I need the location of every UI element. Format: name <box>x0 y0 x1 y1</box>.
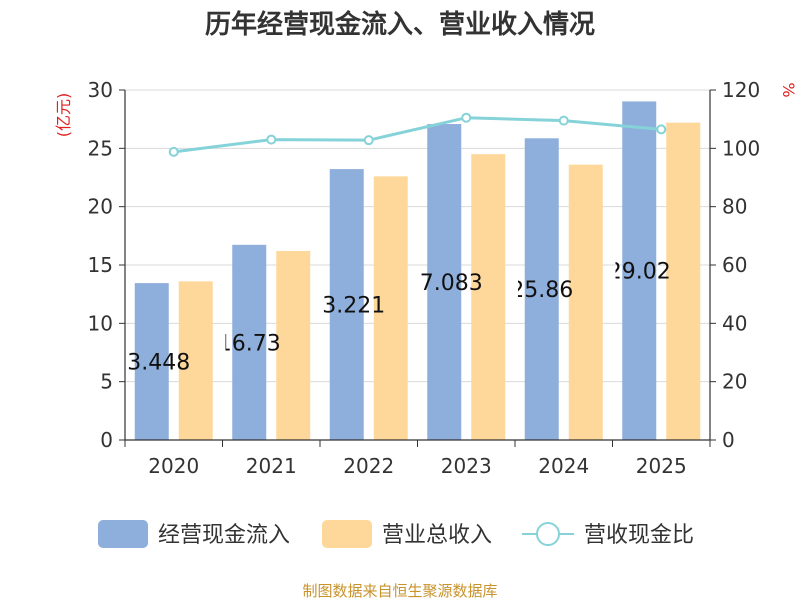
right-axis-tick-label: 120 <box>722 78 760 102</box>
bar-data-label: 16.73 <box>218 331 281 356</box>
legend-label-revenue: 营业总收入 <box>382 523 492 548</box>
source-note: 制图数据来自恒生聚源数据库 <box>302 582 497 600</box>
legend: 经营现金流入 营业总收入 营收现金比 <box>98 520 694 548</box>
right-axis-tick-label: 20 <box>722 370 747 394</box>
bar-revenue <box>276 251 311 440</box>
ratio-point <box>168 146 179 157</box>
ratio-point <box>461 112 472 123</box>
bar-data-label: 25.86 <box>510 278 573 303</box>
ratio-point <box>266 134 277 145</box>
bar-revenue <box>373 176 408 441</box>
ratio-line <box>173 116 662 154</box>
left-axis-tick-label: 5 <box>100 370 113 394</box>
x-axis-tick-label: 2021 <box>246 454 297 478</box>
left-axis-unit: (亿元) <box>54 93 73 138</box>
left-axis-tick-label: 20 <box>88 195 113 219</box>
left-axis-tick-label: 25 <box>88 136 113 160</box>
bar-labels-group: 13.448 16.73 23.221 27.083 25.86 29.02 <box>113 260 671 376</box>
legend-swatch-ratio-marker <box>536 522 560 546</box>
chart-title: 历年经营现金流入、营业收入情况 <box>205 9 595 40</box>
bar-cashflow <box>232 244 267 440</box>
left-axis-tick-label: 0 <box>100 428 113 452</box>
bar-data-label: 23.221 <box>308 294 385 319</box>
bar-cashflow <box>524 138 559 441</box>
left-axis-tick-label: 10 <box>88 311 113 335</box>
legend-label-cashflow: 经营现金流入 <box>158 523 290 548</box>
bar-cashflow <box>329 169 364 441</box>
ratio-point <box>656 124 667 135</box>
x-axis-tick-label: 2022 <box>343 454 394 478</box>
right-axis-tick-label: 40 <box>722 311 747 335</box>
legend-label-ratio: 营收现金比 <box>584 523 694 548</box>
bar-cashflow <box>427 124 462 440</box>
bar-cashflow <box>134 283 169 440</box>
left-axis-tick-label: 15 <box>88 253 113 277</box>
right-axis-tick-label: 0 <box>722 428 735 452</box>
ratio-line-group <box>168 112 667 157</box>
bar-data-label: 27.083 <box>406 271 483 296</box>
x-axis-tick-label: 2020 <box>148 454 199 478</box>
bar-cashflow <box>622 101 657 440</box>
ratio-point <box>558 115 569 126</box>
right-axis-unit: % <box>779 82 798 97</box>
bar-revenue <box>568 164 603 440</box>
x-axis-tick-label: 2025 <box>636 454 687 478</box>
legend-swatch-revenue <box>322 520 372 548</box>
left-axis-tick-label: 30 <box>88 78 113 102</box>
right-axis-tick-label: 80 <box>722 195 747 219</box>
gridlines <box>125 89 710 383</box>
right-axis-tick-label: 60 <box>722 253 747 277</box>
ratio-point <box>363 135 374 146</box>
bar-revenue <box>666 122 701 441</box>
x-axis-tick-label: 2024 <box>538 454 589 478</box>
x-axis-tick-label: 2023 <box>441 454 492 478</box>
bar-data-label: 29.02 <box>608 260 671 285</box>
right-axis-tick-label: 100 <box>722 136 760 160</box>
legend-swatch-cashflow <box>98 520 148 548</box>
bar-data-label: 13.448 <box>113 351 190 376</box>
bars-group <box>134 101 701 441</box>
bar-revenue <box>178 281 213 440</box>
bar-revenue <box>471 154 506 440</box>
